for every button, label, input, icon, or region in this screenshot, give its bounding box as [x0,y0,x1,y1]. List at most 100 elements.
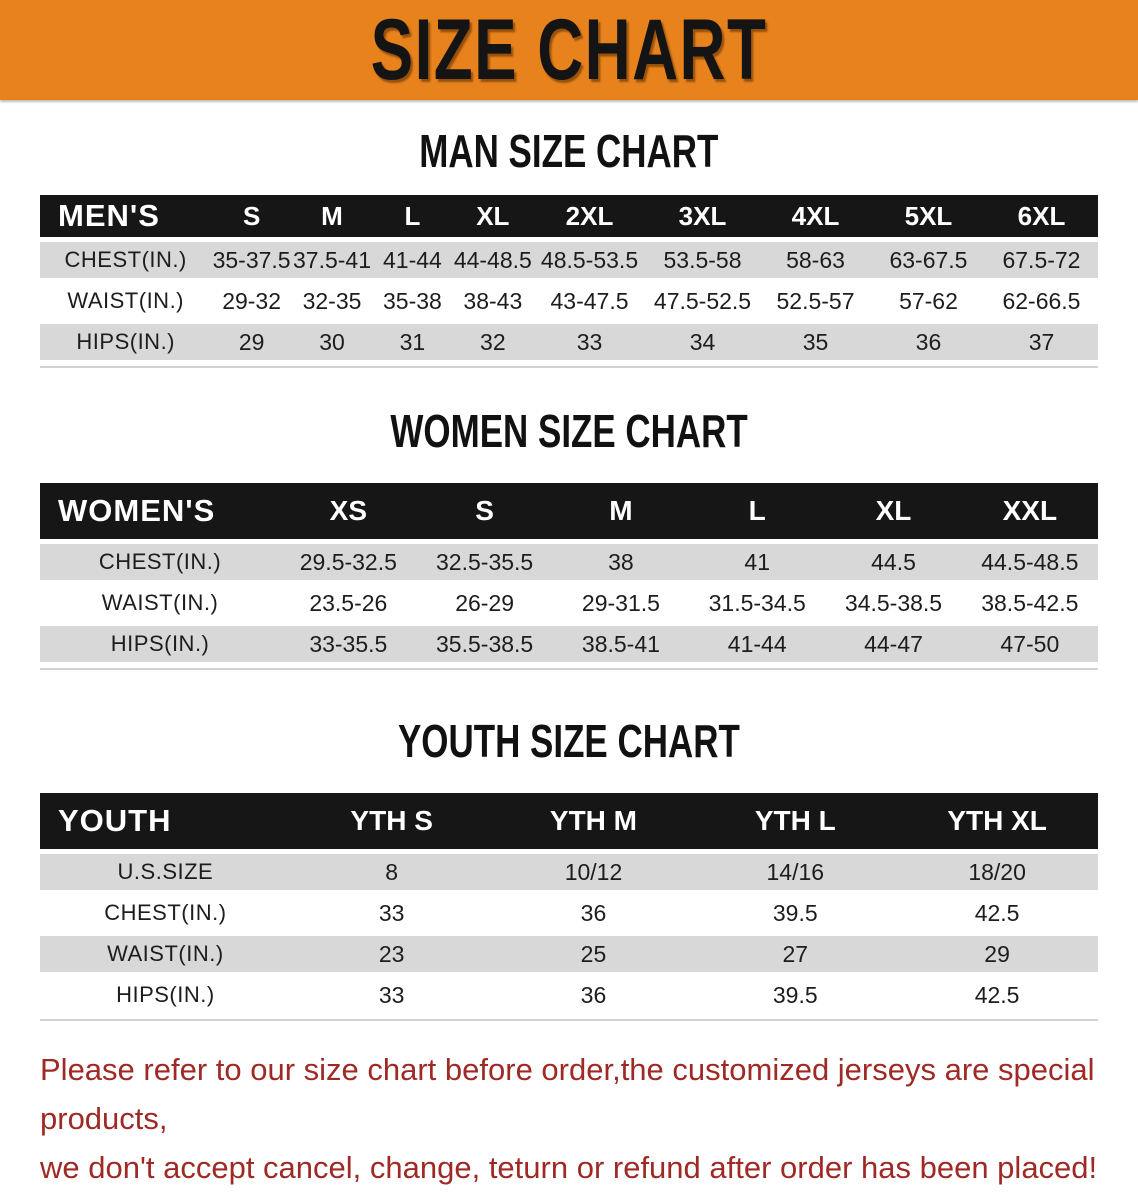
value-cell: 57-62 [871,283,985,319]
measurement-row: CHEST(IN.) 29.5-32.5 32.5-35.5 38 41 44.5 44.5… [40,544,1098,580]
value-cell: 41 [689,544,826,580]
size-header-cell: L [689,483,826,539]
value-cell: 30 [291,324,373,360]
value-cell: 47-50 [961,626,1098,662]
value-cell: 23.5-26 [280,585,417,621]
row-label-cell: CHEST(IN.) [40,895,291,931]
value-cell: 23 [290,936,493,972]
value-cell: 29-32 [211,283,292,319]
value-cell: 33 [290,895,493,931]
value-cell: 38-43 [452,283,534,319]
table-title-cell: MEN'S [40,195,212,237]
women-size-table: WOMEN'S XS S M L XL XXL CHEST(IN.) 29.5-32.5 32.5… [40,478,1098,667]
youth-section-heading-text: YOUTH SIZE CHART [398,715,740,767]
man-section-heading: MAN SIZE CHART [0,100,1138,190]
row-label-cell: WAIST(IN.) [40,936,291,972]
measurement-row: HIPS(IN.) 33 36 39.5 42.5 [40,977,1098,1013]
value-cell: 29.5-32.5 [280,544,417,580]
row-label-cell: CHEST(IN.) [40,544,281,580]
size-header-cell: YTH M [492,793,695,849]
value-cell: 48.5-53.5 [533,242,647,278]
size-header-cell: YTH S [290,793,493,849]
row-label-cell: WAIST(IN.) [40,585,281,621]
value-cell: 31.5-34.5 [689,585,826,621]
row-label-cell: WAIST(IN.) [40,283,212,319]
value-cell: 39.5 [694,895,897,931]
measurement-row: WAIST(IN.) 23 25 27 29 [40,936,1098,972]
value-cell: 44.5 [825,544,962,580]
value-cell: 41-44 [372,242,453,278]
measurement-row: CHEST(IN.) 35-37.5 37.5-41 41-44 44-48.5 48.5… [40,242,1098,278]
value-cell: 33-35.5 [280,626,417,662]
measurement-row: HIPS(IN.) 33-35.5 35.5-38.5 38.5-41 41-44 44-… [40,626,1098,662]
value-cell: 32 [452,324,534,360]
measurement-row: CHEST(IN.) 33 36 39.5 42.5 [40,895,1098,931]
value-cell: 8 [290,854,493,890]
size-header-cell: XXL [961,483,1098,539]
value-cell: 29-31.5 [552,585,690,621]
value-cell: 33 [533,324,647,360]
size-header-cell: YTH XL [896,793,1098,849]
table-title-cell: WOMEN'S [40,483,281,539]
value-cell: 44.5-48.5 [961,544,1098,580]
value-cell: 33 [290,977,493,1013]
row-label-cell: HIPS(IN.) [40,324,212,360]
value-cell: 43-47.5 [533,283,647,319]
women-table-underline [40,668,1098,670]
table-title-cell: YOUTH [40,793,291,849]
title-banner: SIZE CHART [0,0,1138,100]
value-cell: 37.5-41 [291,242,373,278]
row-label-cell: U.S.SIZE [40,854,291,890]
value-cell: 47.5-52.5 [646,283,759,319]
value-cell: 38 [552,544,690,580]
value-cell: 38.5-42.5 [961,585,1098,621]
value-cell: 62-66.5 [984,283,1098,319]
size-header-cell: S [211,195,292,237]
value-cell: 37 [984,324,1098,360]
value-cell: 35-37.5 [211,242,292,278]
women-section-heading-text: WOMEN SIZE CHART [390,405,748,457]
size-header-cell: 5XL [871,195,985,237]
value-cell: 35-38 [372,283,453,319]
value-cell: 44-48.5 [452,242,534,278]
size-header-row: WOMEN'S XS S M L XL XXL [40,483,1098,539]
size-header-row: YOUTH YTH S YTH M YTH L YTH XL [40,793,1098,849]
size-header-cell: YTH L [694,793,897,849]
size-header-cell: L [372,195,453,237]
row-label-cell: CHEST(IN.) [40,242,212,278]
row-label-cell: HIPS(IN.) [40,626,281,662]
size-header-cell: XS [280,483,417,539]
man-section-heading-text: MAN SIZE CHART [419,125,719,177]
row-label-cell: HIPS(IN.) [40,977,291,1013]
value-cell: 42.5 [896,977,1098,1013]
value-cell: 36 [492,895,695,931]
measurement-row: HIPS(IN.) 29 30 31 32 33 34 35 36 37 [40,324,1098,360]
size-header-cell: 2XL [533,195,647,237]
value-cell: 34.5-38.5 [825,585,962,621]
value-cell: 38.5-41 [552,626,690,662]
value-cell: 25 [492,936,695,972]
value-cell: 67.5-72 [984,242,1098,278]
value-cell: 35 [759,324,872,360]
value-cell: 27 [694,936,897,972]
value-cell: 35.5-38.5 [416,626,553,662]
value-cell: 26-29 [416,585,553,621]
value-cell: 52.5-57 [759,283,872,319]
measurement-row: U.S.SIZE 8 10/12 14/16 18/20 [40,854,1098,890]
size-header-cell: XL [825,483,962,539]
size-header-cell: 4XL [759,195,872,237]
value-cell: 18/20 [896,854,1098,890]
value-cell: 29 [211,324,292,360]
men-size-table: MEN'S S M L XL 2XL 3XL 4XL 5XL 6XL CHEST(IN.) 35-37… [40,190,1098,365]
value-cell: 29 [896,936,1098,972]
value-cell: 10/12 [492,854,695,890]
value-cell: 31 [372,324,453,360]
size-header-cell: M [552,483,690,539]
value-cell: 14/16 [694,854,897,890]
youth-section-heading: YOUTH SIZE CHART [0,670,1138,788]
measurement-row: WAIST(IN.) 23.5-26 26-29 29-31.5 31.5-34.5 34… [40,585,1098,621]
youth-table-underline [40,1019,1098,1021]
size-header-cell: XL [452,195,534,237]
value-cell: 41-44 [689,626,826,662]
